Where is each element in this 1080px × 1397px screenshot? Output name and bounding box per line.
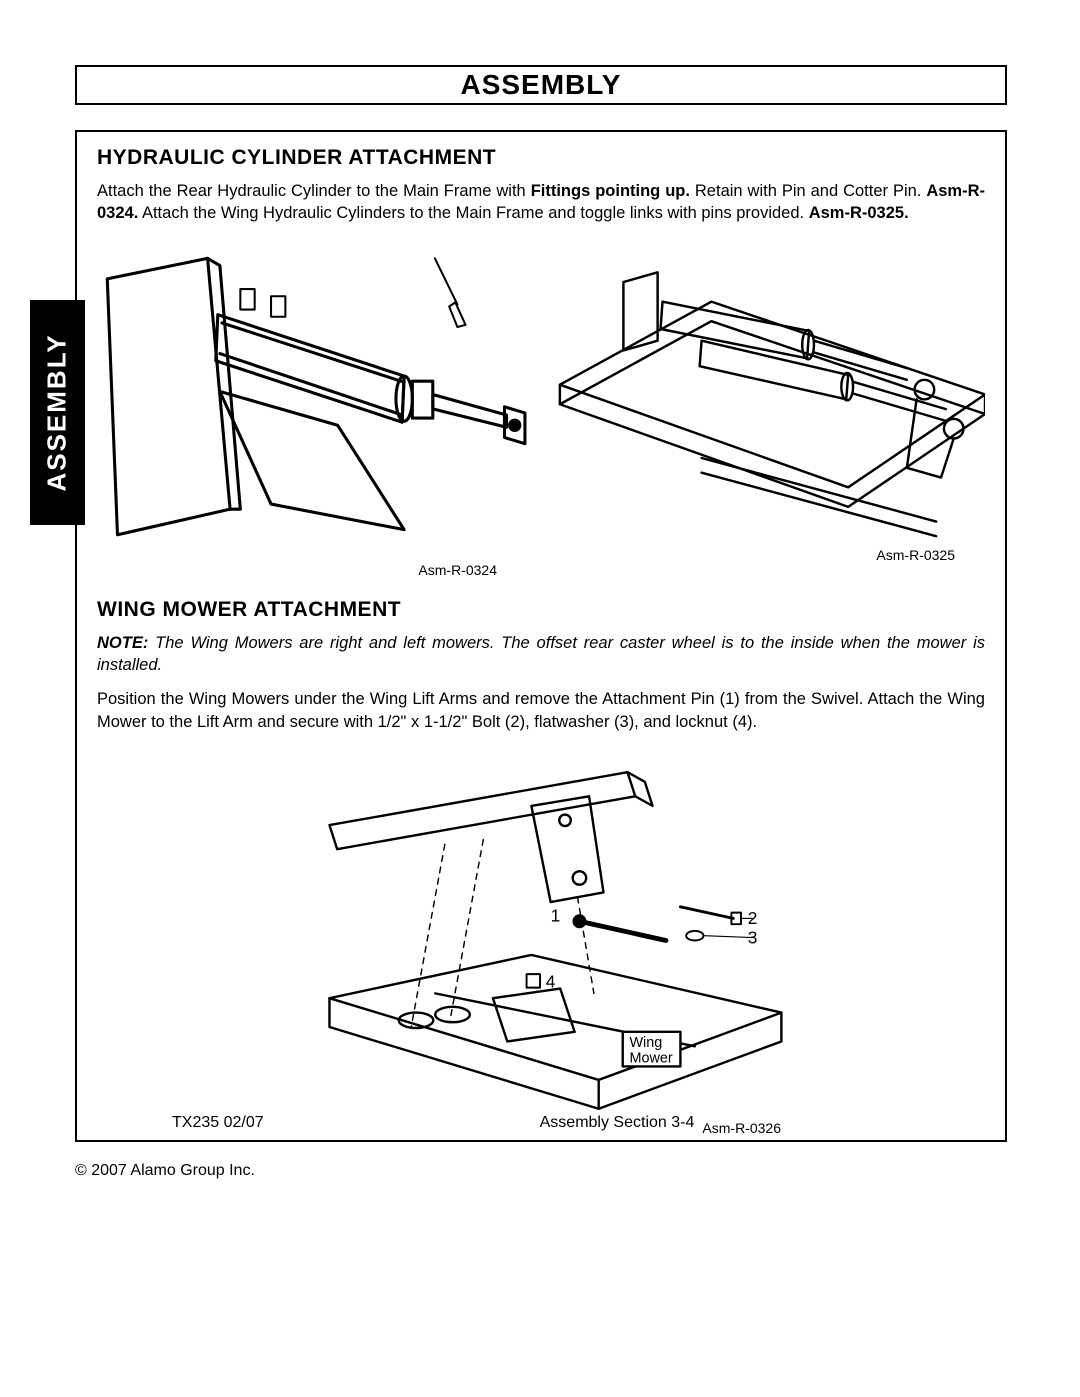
- section2-note: NOTE: The Wing Mowers are right and left…: [97, 632, 985, 677]
- note-label: NOTE:: [97, 634, 148, 652]
- p1c: Retain with Pin and Cotter Pin.: [690, 182, 926, 200]
- figure1-caption: Asm-R-0324: [97, 562, 527, 578]
- figure-asm-r-0325: Asm-R-0325: [555, 243, 985, 578]
- callout-1: 1: [551, 905, 561, 925]
- copyright: © 2007 Alamo Group Inc.: [75, 1162, 255, 1180]
- side-tab-label: ASSEMBLY: [42, 333, 73, 491]
- figure2-caption: Asm-R-0325: [555, 547, 985, 563]
- footer-left: TX235 02/07: [172, 1114, 264, 1132]
- content-box: HYDRAULIC CYLINDER ATTACHMENT Attach the…: [75, 130, 1007, 1142]
- note-body: The Wing Mowers are right and left mower…: [97, 634, 985, 674]
- cylinder-diagram-1-icon: [97, 243, 527, 560]
- p1f: Asm-R-0325.: [809, 204, 909, 222]
- p1b: Fittings pointing up.: [531, 182, 690, 200]
- cylinder-diagram-2-icon: [555, 243, 985, 546]
- wing-label: Wing: [629, 1035, 662, 1051]
- p1a: Attach the Rear Hydraulic Cylinder to th…: [97, 182, 531, 200]
- section2-heading: WING MOWER ATTACHMENT: [97, 598, 985, 622]
- section1-heading: HYDRAULIC CYLINDER ATTACHMENT: [97, 146, 985, 170]
- mower-label: Mower: [629, 1051, 672, 1067]
- title-box: ASSEMBLY: [75, 65, 1007, 105]
- figure-asm-r-0326: 1 2 3 4 Wing Mower Asm-R-0326: [291, 753, 791, 1136]
- figure-asm-r-0324: Asm-R-0324: [97, 243, 527, 578]
- callout-4: 4: [546, 972, 556, 992]
- figure-row-1: Asm-R-0324: [97, 243, 985, 578]
- title-text: ASSEMBLY: [460, 69, 621, 101]
- section1-paragraph: Attach the Rear Hydraulic Cylinder to th…: [97, 180, 985, 225]
- section2-paragraph: Position the Wing Mowers under the Wing …: [97, 688, 985, 733]
- footer-center: Assembly Section 3-4: [540, 1114, 695, 1132]
- footer-row: TX235 02/07 Assembly Section 3-4: [172, 1114, 1062, 1132]
- wing-mower-diagram-icon: 1 2 3 4 Wing Mower: [291, 753, 791, 1118]
- page: ASSEMBLY ASSEMBLY HYDRAULIC CYLINDER ATT…: [0, 0, 1080, 1397]
- p1e: Attach the Wing Hydraulic Cylinders to t…: [138, 204, 808, 222]
